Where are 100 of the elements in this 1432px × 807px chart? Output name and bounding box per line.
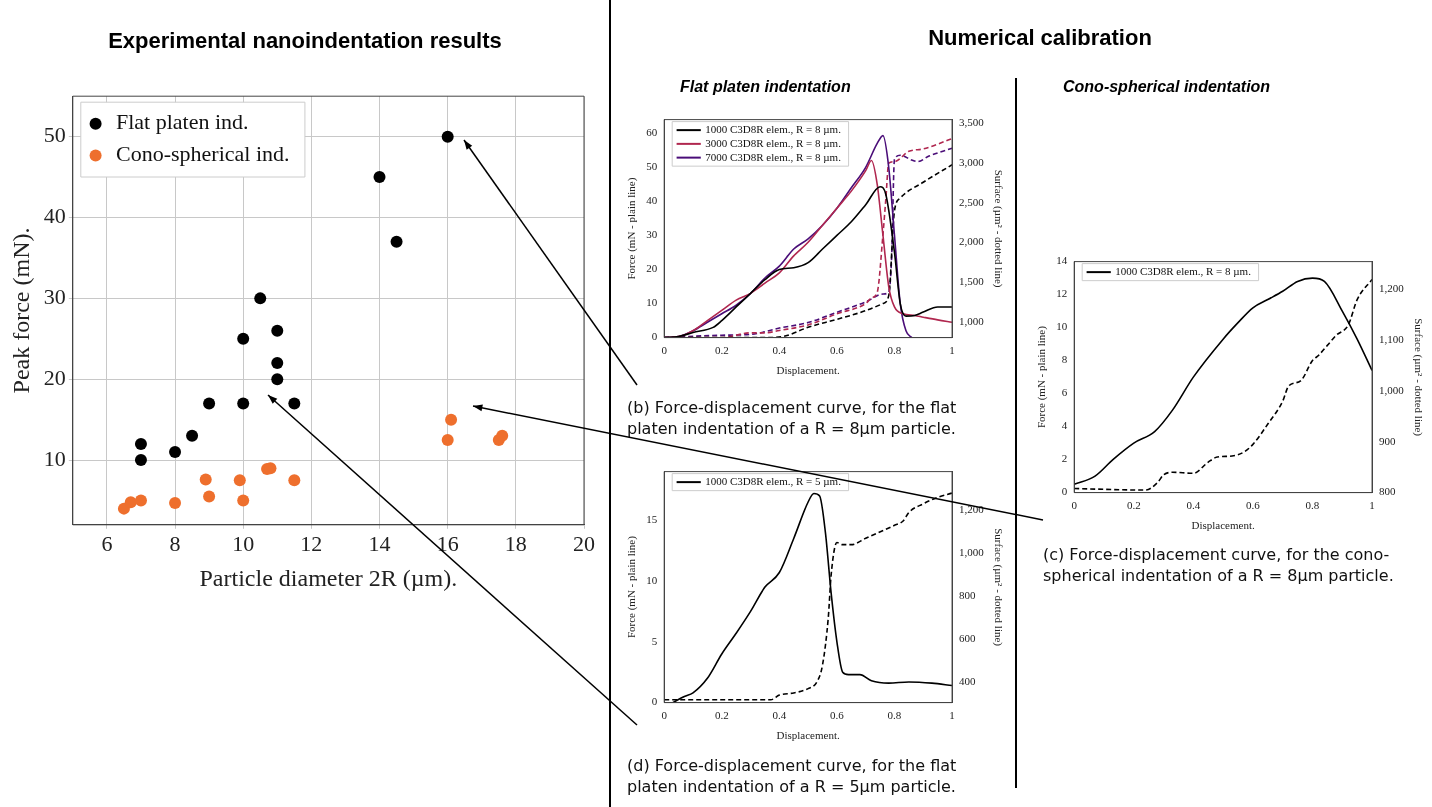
y-tick-label: 6 (1061, 386, 1068, 399)
point (288, 397, 301, 410)
y-tick-label: 12 (1056, 287, 1068, 300)
text: (c) Force-displacement curve, for the cono-spherical indentation of a R = 8µm particle. (1043, 545, 1395, 587)
y2-tick-label: 3,000 (959, 156, 985, 169)
y-tick-label: 10 (646, 573, 658, 586)
chart-title: Experimental nanoindentation results (107, 28, 503, 54)
point (203, 397, 216, 410)
point (390, 235, 403, 248)
point (237, 397, 250, 410)
y-tick-label: 40 (43, 203, 66, 229)
x-tick-label: 14 (368, 530, 391, 556)
point (186, 429, 199, 442)
x-tick-label: 0.6 (1246, 499, 1261, 512)
y-axis-title: Force (mN - plain line) (625, 535, 639, 639)
x-tick-label: 0.2 (1126, 499, 1141, 512)
legend-label: Flat platen ind. (116, 109, 249, 135)
y-tick-label: 20 (43, 365, 66, 391)
point (496, 429, 509, 442)
point (134, 494, 147, 507)
chart-subtitle: Cono-spherical indentation (1063, 78, 1271, 96)
text: (d) Force-displacement curve, for the flat platen indentation of a R = 5µm particle. (627, 756, 958, 798)
x-tick-label: 0.8 (1305, 499, 1320, 512)
y-tick-label: 20 (646, 262, 658, 275)
x-tick-label: 0.6 (830, 709, 845, 722)
point (441, 130, 454, 143)
text: (b) Force-displacement curve, for the flat platen indentation of a R = 8µm particle. (627, 398, 958, 440)
x-tick-label: 0.8 (887, 709, 902, 722)
x-tick-label: 0.8 (887, 344, 902, 357)
x-tick-label: 8 (169, 530, 181, 556)
y2-tick-label: 2,000 (959, 235, 985, 248)
point (445, 413, 458, 426)
y-tick-label: 30 (43, 284, 66, 310)
y2-tick-label: 800 (1379, 485, 1397, 498)
y-tick-label: 30 (646, 228, 658, 241)
legend-label: 3000 C3D8R elem., R = 8 µm. (705, 136, 842, 149)
y-tick-label: 5 (651, 634, 658, 647)
x-tick-label: 0.6 (830, 344, 845, 357)
y-tick-label: 0 (651, 695, 658, 708)
y2-tick-label: 3,500 (959, 116, 985, 129)
y-tick-label: 60 (646, 126, 658, 139)
point (134, 437, 147, 450)
legend-label: 1000 C3D8R elem., R = 8 µm. (705, 123, 842, 136)
y2-tick-label: 1,100 (1379, 333, 1405, 346)
x-axis-title: Displacement. (776, 729, 840, 742)
x-tick-label: 18 (504, 530, 527, 556)
y-tick-label: 10 (646, 296, 658, 309)
point (169, 496, 182, 509)
y-tick-label: 2 (1061, 452, 1068, 465)
y-axis-title: Force (mN - plain line) (625, 177, 639, 280)
point (199, 473, 212, 486)
legend-label: 1000 C3D8R elem., R = 5 µm. (705, 475, 842, 488)
point (271, 324, 284, 337)
x-axis-title: Displacement. (776, 364, 840, 377)
y-tick-label: 0 (651, 330, 658, 343)
y-tick-label: 10 (43, 445, 66, 471)
text: Numerical calibration (927, 25, 1153, 51)
point (134, 454, 147, 467)
x-tick-label: 0.2 (714, 709, 729, 722)
y2-axis-title: Surface (µm² - dotted line) (1411, 318, 1425, 437)
y-tick-label: 4 (1061, 419, 1068, 432)
x-tick-label: 12 (300, 530, 323, 556)
x-axis-title: Particle diameter 2R (µm). (199, 564, 458, 591)
x-tick-label: 20 (573, 530, 595, 556)
y2-tick-label: 2,500 (959, 195, 985, 208)
point (373, 171, 386, 184)
point (124, 496, 137, 509)
y-tick-label: 10 (1056, 320, 1068, 333)
x-tick-label: 0 (661, 344, 668, 357)
y-tick-label: 8 (1061, 353, 1068, 366)
y-tick-label: 50 (646, 160, 658, 173)
y-axis-title: Force (mN - plain line) (1035, 325, 1049, 429)
y-tick-label: 14 (1056, 254, 1068, 267)
y-tick-label: 15 (646, 513, 658, 526)
point (254, 292, 267, 305)
y2-tick-label: 600 (959, 632, 977, 645)
x-tick-label: 6 (101, 530, 113, 556)
y2-tick-label: 1,000 (959, 314, 985, 327)
x-tick-label: 0.4 (772, 709, 787, 722)
y-axis-title: Peak force (mN). (7, 227, 34, 394)
y2-tick-label: 800 (959, 589, 977, 602)
legend-label: 1000 C3D8R elem., R = 8 µm. (1115, 265, 1252, 278)
x-tick-label: 0 (661, 709, 668, 722)
point (271, 357, 284, 370)
y2-tick-label: 1,500 (959, 275, 985, 287)
x-tick-label: 1 (1369, 499, 1375, 512)
y2-tick-label: 400 (959, 675, 977, 688)
y-tick-label: 50 (43, 122, 66, 148)
x-tick-label: 16 (436, 530, 459, 556)
x-tick-label: 1 (949, 709, 955, 722)
y2-axis-title: Surface (µm² - dotted line) (991, 528, 1005, 647)
y2-tick-label: 900 (1379, 434, 1397, 447)
point (233, 474, 246, 487)
x-tick-label: 0 (1071, 499, 1078, 512)
y2-axis-title: Surface (µm² - dotted line) (991, 169, 1005, 288)
y-tick-label: 0 (1061, 485, 1068, 498)
point (237, 332, 250, 345)
point (271, 373, 284, 386)
x-tick-label: 10 (232, 530, 255, 556)
chart-subtitle: Flat platen indentation (680, 78, 851, 96)
